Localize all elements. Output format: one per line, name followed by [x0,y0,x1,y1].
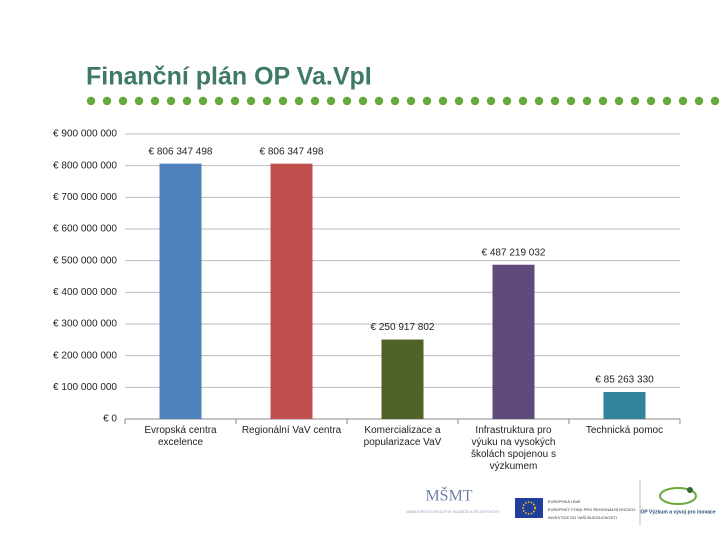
dot [198,96,208,106]
dot [102,96,112,106]
eu-text: INVESTICE DO VAŠÍ BUDOUCNOSTI [548,515,617,520]
value-label: € 806 347 498 [260,146,324,157]
dot [422,96,432,106]
chart-title: Finanční plán OP Va.VpI [86,63,372,91]
dot [214,96,224,106]
dot [86,96,96,106]
bar [492,264,535,419]
dot [406,96,416,106]
dot [358,96,368,106]
bar [603,391,646,419]
dot [390,96,400,106]
bar [270,163,313,419]
value-label: € 487 219 032 [482,247,546,258]
dot [678,96,688,106]
dot [118,96,128,106]
dot [438,96,448,106]
dot [166,96,176,106]
dot [342,96,352,106]
dot [486,96,496,106]
y-tick-label: € 600 000 000 [53,224,117,235]
dot [246,96,256,106]
y-tick-label: € 300 000 000 [53,319,117,330]
dot [230,96,240,106]
footer-logos: MŠMT MINISTERSTVO ŠKOLSTVÍ, MLÁDEŽE A TĚ… [407,480,716,525]
msmt-text: MINISTERSTVO ŠKOLSTVÍ, MLÁDEŽE A TĚLOVÝC… [407,509,501,514]
value-label: € 250 917 802 [371,322,435,333]
x-tick-label: Infrastruktura pro výuku na vysokých ško… [470,425,557,472]
bar [159,163,202,419]
op-logo [659,487,697,505]
y-tick-label: € 400 000 000 [53,287,117,298]
dot [262,96,272,106]
dot [278,96,288,106]
dot [534,96,544,106]
dot [502,96,512,106]
value-label: € 806 347 498 [149,146,213,157]
dot [134,96,144,106]
dot [326,96,336,106]
dot [454,96,464,106]
dot [550,96,560,106]
y-tick-label: € 200 000 000 [53,350,117,361]
x-tick-label: Technická pomoc [585,425,664,436]
y-tick-label: € 900 000 000 [53,129,117,140]
msmt-logo: MŠMT [425,486,472,505]
dot [518,96,528,106]
dot [662,96,672,106]
dot [582,96,592,106]
dot [150,96,160,106]
y-tick-label: € 800 000 000 [53,160,117,171]
dot [710,96,720,106]
eu-text: EVROPSKÁ UNIE [548,499,581,504]
dot [630,96,640,106]
value-label: € 85 263 330 [595,375,654,386]
dot-divider [86,96,720,106]
x-tick-label: Regionální VaV centra [241,425,342,436]
dot [598,96,608,106]
dot [614,96,624,106]
dot [294,96,304,106]
eu-flag [515,498,543,518]
x-tick-label: Evropská centra excelence [144,425,217,448]
dot [566,96,576,106]
x-tick-label: Komercializace a popularizace VaV [363,425,442,448]
dot [470,96,480,106]
y-tick-label: € 700 000 000 [53,192,117,203]
op-logo-dot [687,487,693,493]
eu-stars [522,501,536,515]
y-tick-label: € 0 [103,414,117,425]
eu-text: EVROPSKÝ FOND PRO REGIONÁLNÍ ROZVOJ [548,507,635,512]
dot [694,96,704,106]
dot [310,96,320,106]
bar [381,339,424,419]
op-text: OP Výzkum a vývoj pro inovace [640,509,715,515]
y-tick-label: € 500 000 000 [53,255,117,266]
y-tick-label: € 100 000 000 [53,382,117,393]
dot [646,96,656,106]
dot [374,96,384,106]
dot [182,96,192,106]
